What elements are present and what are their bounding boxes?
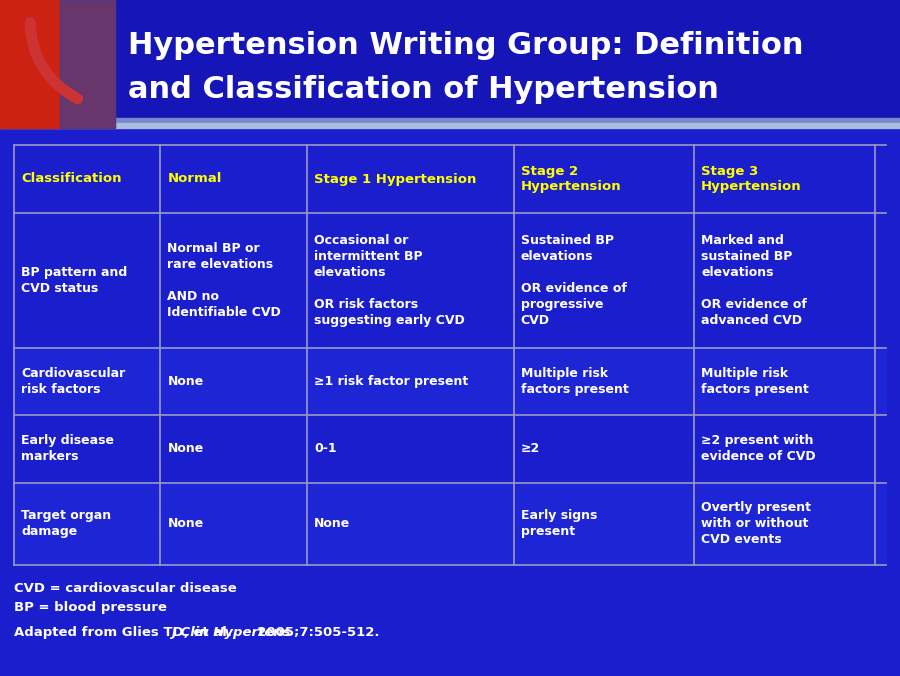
Text: Multiple risk
factors present: Multiple risk factors present [701,367,809,396]
Bar [14,483,886,565]
Text: None: None [167,517,203,530]
Text: BP = blood pressure: BP = blood pressure [14,601,166,614]
Text: ≥1 risk factor present: ≥1 risk factor present [314,375,468,388]
Text: None: None [167,375,203,388]
Text: Early signs
present: Early signs present [521,509,597,538]
Text: Normal BP or
rare elevations

AND no
Identifiable CVD: Normal BP or rare elevations AND no Iden… [167,242,281,319]
Text: 2005;7:505-512.: 2005;7:505-512. [248,626,379,639]
Text: Hypertension Writing Group: Definition: Hypertension Writing Group: Definition [128,32,804,60]
Text: Target organ
damage: Target organ damage [21,509,111,538]
Text: Cardiovascular
risk factors: Cardiovascular risk factors [21,367,125,396]
Text: BP pattern and
CVD status: BP pattern and CVD status [21,266,127,295]
Bar [0,118,900,123]
FancyArrowPatch shape [30,23,77,99]
Text: Adapted from Glies TD, et al.: Adapted from Glies TD, et al. [14,626,237,639]
Text: Multiple risk
factors present: Multiple risk factors present [521,367,628,396]
Text: Classification: Classification [21,172,122,185]
Text: Stage 3
Hypertension: Stage 3 Hypertension [701,165,802,193]
Text: None: None [167,442,203,456]
Bar [0,0,115,128]
Text: Sustained BP
elevations

OR evidence of
progressive
CVD: Sustained BP elevations OR evidence of p… [521,234,626,327]
Text: Overtly present
with or without
CVD events: Overtly present with or without CVD even… [701,502,811,546]
Text: None: None [314,517,350,530]
Bar [14,145,886,565]
Bar [14,213,886,348]
Text: Normal: Normal [167,172,222,185]
Text: J Clin Hypertens: J Clin Hypertens [171,626,291,639]
Text: 0-1: 0-1 [314,442,337,456]
Text: Stage 2
Hypertension: Stage 2 Hypertension [521,165,621,193]
Bar [0,0,900,128]
Bar [14,415,886,483]
Text: CVD = cardiovascular disease: CVD = cardiovascular disease [14,582,237,595]
Text: Marked and
sustained BP
elevations

OR evidence of
advanced CVD: Marked and sustained BP elevations OR ev… [701,234,807,327]
Bar [0,123,900,128]
Text: Early disease
markers: Early disease markers [21,435,114,464]
Text: Occasional or
intermittent BP
elevations

OR risk factors
suggesting early CVD: Occasional or intermittent BP elevations… [314,234,464,327]
Bar [60,0,115,128]
Text: and Classification of Hypertension: and Classification of Hypertension [128,76,719,105]
Bar [14,145,886,213]
Text: ≥2: ≥2 [521,442,540,456]
Text: Stage 1 Hypertension: Stage 1 Hypertension [314,172,476,185]
Text: ≥2 present with
evidence of CVD: ≥2 present with evidence of CVD [701,435,815,464]
Bar [14,348,886,415]
